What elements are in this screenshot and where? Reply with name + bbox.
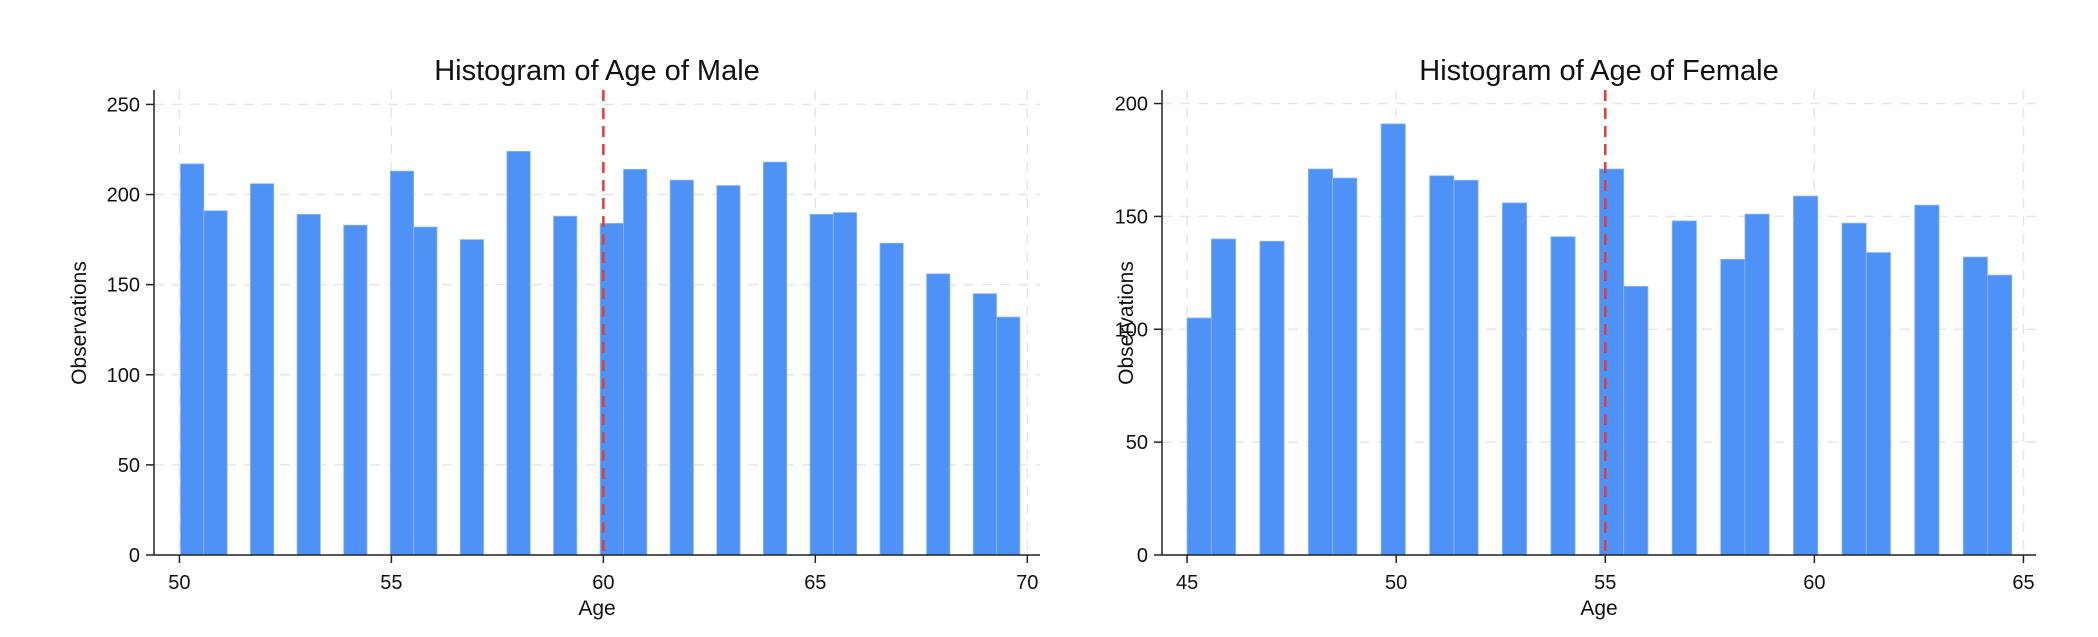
female-x-tick-label-45: 45	[1176, 572, 1198, 594]
male-x-axis-label: Age	[578, 597, 615, 620]
female-y-tick-label-50: 50	[1126, 432, 1148, 454]
female-x-axis-label: Age	[1580, 597, 1617, 620]
female-bar-7	[1453, 179, 1479, 556]
female-x-tick-label-65: 65	[2012, 572, 2034, 594]
male-bar-14	[762, 161, 788, 556]
female-y-tick-label-200: 200	[1115, 94, 1148, 116]
female-bars	[1186, 123, 2013, 556]
male-bar-16	[832, 212, 858, 556]
female-bar-6	[1429, 175, 1455, 556]
female-x-tick-label-60: 60	[1803, 572, 1825, 594]
male-y-tick-label-0: 0	[129, 545, 140, 567]
male-grid	[154, 90, 1040, 556]
female-bar-15	[1793, 195, 1819, 556]
male-bar-20	[996, 316, 1021, 556]
male-bar-12	[669, 179, 694, 556]
male-chart-title: Histogram of Age of Male	[434, 55, 760, 87]
male-bar-3	[296, 213, 321, 556]
male-bar-15	[809, 213, 834, 556]
female-y-tick-label-0: 0	[1137, 545, 1148, 567]
male-ticks: 50 55 60 65 70 0 50 100 150 200 250	[107, 94, 1039, 594]
male-bar-6	[413, 226, 438, 556]
male-x-tick-label-70: 70	[1016, 572, 1038, 594]
male-y-tick-label-100: 100	[107, 365, 140, 387]
male-bar-2	[250, 183, 275, 556]
male-bar-9	[553, 215, 578, 556]
female-bar-14	[1744, 213, 1770, 556]
female-bar-5	[1380, 123, 1406, 556]
female-grid	[1162, 90, 2036, 556]
female-bar-13	[1720, 258, 1746, 556]
female-bar-1	[1210, 238, 1237, 556]
female-age-histogram-panel: 45 50 55 60 65 0 50 100 150 200 Histogram of Age …	[1049, 0, 2098, 632]
male-axes	[153, 90, 1040, 556]
female-bar-3	[1307, 168, 1334, 556]
female-y-axis-label: Observations	[1115, 261, 1138, 385]
male-bar-7	[459, 239, 485, 556]
male-x-tick-label-55: 55	[380, 572, 402, 594]
female-bar-2	[1259, 240, 1285, 556]
male-x-tick-label-60: 60	[592, 572, 614, 594]
female-bar-17	[1865, 252, 1891, 556]
male-x-tick-label-50: 50	[168, 572, 190, 594]
male-age-histogram: 50 55 60 65 70 0 50 100 150 200 250 Histogram of A…	[68, 55, 1040, 620]
female-bar-12	[1671, 220, 1697, 556]
female-axes	[1161, 90, 2036, 556]
female-bar-20	[1987, 274, 2013, 556]
female-bar-16	[1841, 222, 1867, 556]
male-bars	[180, 150, 1021, 556]
male-bar-19	[972, 293, 997, 556]
female-x-tick-label-55: 55	[1594, 572, 1616, 594]
female-y-tick-label-100: 100	[1115, 319, 1148, 341]
female-x-tick-label-50: 50	[1385, 572, 1407, 594]
female-bar-4	[1332, 177, 1358, 556]
female-chart-title: Histogram of Age of Female	[1419, 55, 1778, 87]
male-y-axis-label: Observations	[68, 261, 91, 385]
female-bar-11	[1623, 285, 1649, 556]
male-y-tick-label-50: 50	[118, 455, 140, 477]
male-bar-5	[389, 170, 415, 556]
male-bar-4	[343, 224, 368, 556]
male-x-tick-label-65: 65	[804, 572, 826, 594]
female-bar-8	[1501, 202, 1528, 556]
female-age-histogram: 45 50 55 60 65 0 50 100 150 200 Histogram of Age …	[1115, 55, 2036, 620]
female-bar-18	[1914, 204, 1940, 556]
male-bar-1	[203, 210, 228, 556]
female-ticks: 45 50 55 60 65 0 50 100 150 200	[1115, 94, 2035, 594]
female-y-tick-label-150: 150	[1115, 206, 1148, 228]
female-bar-19	[1962, 256, 1988, 556]
male-bar-11	[623, 168, 648, 556]
male-bar-0	[180, 163, 205, 556]
female-bar-0	[1186, 317, 1212, 556]
male-y-tick-label-150: 150	[107, 275, 140, 297]
male-y-tick-label-200: 200	[107, 185, 140, 207]
male-bar-8	[506, 150, 531, 556]
male-bar-13	[716, 185, 741, 556]
female-bar-10	[1599, 168, 1625, 556]
male-age-histogram-panel: 50 55 60 65 70 0 50 100 150 200 250 Histogram of A…	[0, 0, 1049, 632]
male-bar-18	[926, 273, 951, 556]
female-bar-9	[1550, 236, 1576, 556]
male-bar-17	[879, 242, 904, 556]
male-y-tick-label-250: 250	[107, 94, 140, 116]
